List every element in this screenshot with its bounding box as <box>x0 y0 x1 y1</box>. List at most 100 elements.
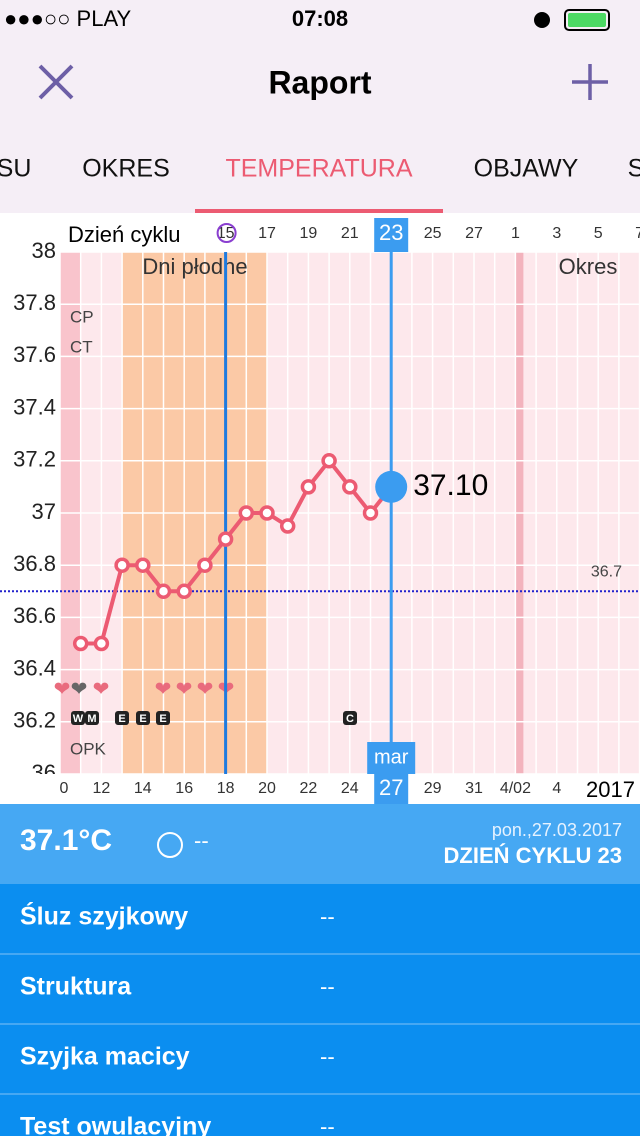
x-tick-label: 27 <box>379 775 403 800</box>
y-tick-label: 38 <box>32 238 56 263</box>
data-point <box>279 518 296 534</box>
axis-title: Dzień cyklu <box>68 222 180 247</box>
marker-badge <box>343 711 357 725</box>
summary-cycle-day: DZIEŃ CYKLU 23 <box>444 843 622 868</box>
heart-icon: ❤ <box>54 678 71 700</box>
row-label: Test owulacyjny <box>20 1113 211 1136</box>
y-tick-label: 37.8 <box>13 290 56 315</box>
marker-badge <box>136 711 150 725</box>
ovulation-circle <box>216 223 237 243</box>
mean-label: 36.7 <box>591 564 622 581</box>
axis-title-bg <box>64 220 202 250</box>
cycle-day-label: 7 <box>635 225 640 242</box>
data-point <box>114 557 130 573</box>
tab[interactable]: OBJAWY <box>474 155 579 183</box>
row-value: -- <box>320 1114 335 1136</box>
row-bg[interactable] <box>0 954 640 1024</box>
y-tick-label: 37.2 <box>13 447 56 472</box>
selected-month: mar <box>374 746 409 768</box>
summary-date: pon.,27.03.2017 <box>492 820 622 840</box>
marker-letter: E <box>159 713 166 725</box>
x-tick-label: 24 <box>341 780 359 797</box>
row-value: -- <box>320 904 335 929</box>
row-bg[interactable] <box>0 1094 640 1136</box>
marker-letter: C <box>346 713 354 725</box>
cycle-day-label: 19 <box>300 225 318 242</box>
x-tick-label: 18 <box>217 780 235 797</box>
row-bg[interactable] <box>0 884 640 954</box>
row-value: -- <box>320 1044 335 1069</box>
header-bg <box>0 0 640 213</box>
month-bg <box>367 742 416 774</box>
data-point <box>176 583 192 600</box>
mucus-icon <box>157 832 183 858</box>
marker-badge <box>85 711 99 725</box>
x-tick-label: 14 <box>134 780 152 797</box>
x-tick-label: 29 <box>424 780 442 797</box>
y-tick-label: 37.6 <box>13 342 56 367</box>
selected-point <box>375 470 408 503</box>
heart-icon: ❤ <box>93 678 110 700</box>
y-tick-label: 36.6 <box>13 603 56 628</box>
selected-value-label: 37.10 <box>413 469 488 502</box>
data-point <box>300 479 317 495</box>
summary-mucus: -- <box>194 828 209 853</box>
heart-icon: ❤ <box>197 678 214 700</box>
tab[interactable]: OKRES <box>82 155 170 183</box>
tab[interactable]: S <box>628 155 640 183</box>
nav-title: Raport <box>268 64 371 100</box>
cycle-day-label: 23 <box>379 220 403 245</box>
close-button[interactable] <box>38 64 74 100</box>
bottom-axis-bg <box>0 774 640 804</box>
row-label: Szyjka macicy <box>20 1043 190 1071</box>
cycle-day-label: 15 <box>217 225 235 242</box>
x-tick-label: 12 <box>93 780 111 797</box>
marker-letter: E <box>118 713 125 725</box>
x-tick-label: 20 <box>258 780 276 797</box>
x-tick-label: 4/02 <box>500 780 531 797</box>
x-tick-label: 0 <box>60 780 69 797</box>
year-bg <box>580 777 640 803</box>
data-point <box>321 453 337 469</box>
row-value: -- <box>320 974 335 999</box>
data-point <box>362 505 379 521</box>
add-button[interactable] <box>572 64 608 100</box>
y-tick-label: 37.4 <box>13 394 56 419</box>
y-tick-label: 37 <box>32 499 56 524</box>
period-label: Okres <box>559 254 618 279</box>
cycle-day-label: 25 <box>424 225 442 242</box>
cycle-day-label: 3 <box>552 225 561 242</box>
data-point <box>238 505 255 521</box>
row-label: Śluz szyjkowy <box>20 901 188 931</box>
data-point <box>93 635 110 652</box>
marker-letter: E <box>139 713 146 725</box>
data-point <box>342 479 358 495</box>
x-tick-label: 16 <box>175 780 193 797</box>
cycle-day-label: 21 <box>341 225 359 242</box>
temperature-line <box>80 457 393 646</box>
tab[interactable]: TEMPERATURA <box>225 155 412 183</box>
year: 2017 <box>586 777 635 802</box>
cycle-day-label: 5 <box>594 225 603 242</box>
heart-icon: ❤ <box>176 678 193 700</box>
data-point <box>72 635 89 652</box>
row-bg[interactable] <box>0 1024 640 1094</box>
cycle-day-label: 27 <box>465 225 483 242</box>
marker-badge <box>156 711 170 725</box>
marker-badge <box>71 711 85 725</box>
tab[interactable]: SU <box>0 155 31 183</box>
y-tick-label: 36.2 <box>13 708 56 733</box>
y-tick-label: 36.8 <box>13 551 56 576</box>
heart-icon: ❤ <box>71 678 88 700</box>
data-point <box>217 531 234 547</box>
battery <box>564 9 610 31</box>
fertile-label: Dni płodne <box>142 254 247 279</box>
side-label: CT <box>70 337 93 356</box>
side-label: OPK <box>70 739 107 758</box>
data-point <box>197 557 213 573</box>
selected-day-bg <box>374 218 409 252</box>
cycle-day-label: 1 <box>511 225 520 242</box>
row-label: Struktura <box>20 973 132 1001</box>
